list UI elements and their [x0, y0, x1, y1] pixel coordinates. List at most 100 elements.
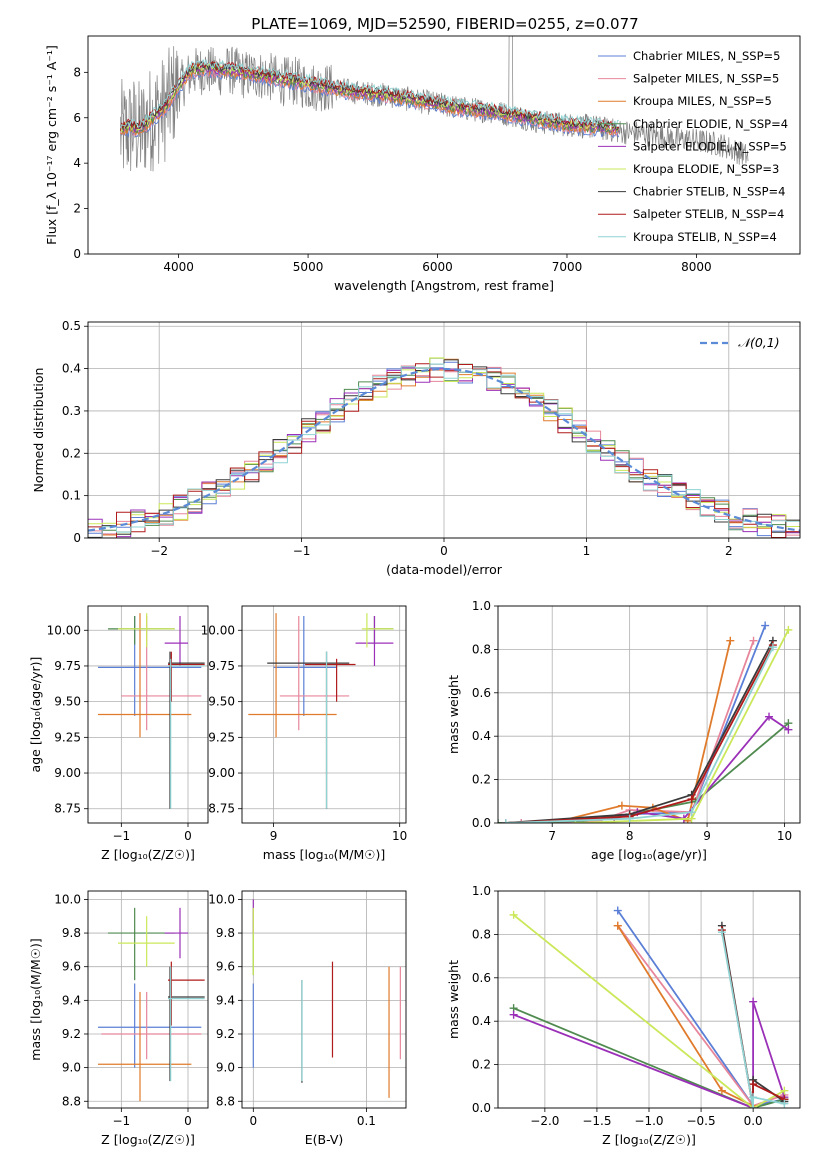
- figure-title: PLATE=1069, MJD=52590, FIBERID=0255, z=0…: [251, 15, 638, 33]
- y-tick-label: 10.0: [208, 892, 235, 906]
- y-tick-label: 0: [73, 247, 81, 261]
- mass_vs_Z-plot: [98, 907, 205, 1102]
- legend-label: Kroupa MILES, N_SSP=5: [633, 94, 772, 108]
- y-tick-label: 0.6: [472, 686, 491, 700]
- y-tick-label: 9.4: [62, 993, 81, 1007]
- error-bar-point: [98, 613, 192, 738]
- y-tick-label: 0.6: [472, 971, 491, 985]
- error-bar-point: [305, 658, 356, 702]
- x-axis-label: (data-model)/error: [386, 562, 503, 577]
- y-axis-label: mass weight: [446, 675, 461, 754]
- weight-line: [498, 722, 789, 823]
- y-axis-label: mass weight: [446, 960, 461, 1039]
- weight-marker: [687, 808, 696, 817]
- x-axis-label: Z [log₁₀(Z/Z☉)]: [101, 1132, 195, 1147]
- y-tick-label: 9.4: [216, 993, 235, 1007]
- y-tick-label: 9.25: [54, 730, 81, 744]
- x-tick-label: 7000: [552, 260, 583, 274]
- x-tick-label: 8000: [681, 260, 712, 274]
- y-tick-label: 9.0: [216, 1061, 235, 1075]
- error-bar-point: [168, 651, 205, 809]
- error-bar-point: [121, 615, 202, 731]
- age_vs_mass-frame: [241, 605, 407, 824]
- weight-marker: [726, 636, 735, 645]
- x-tick-label: 9: [270, 829, 278, 843]
- legend-label: Salpeter MILES, N_SSP=5: [633, 72, 779, 86]
- error-bar-point: [101, 991, 202, 1060]
- histogram-step: [88, 359, 800, 538]
- weight-line: [575, 629, 790, 823]
- spectrum-axes: 4000 5000 6000 7000 8000 0 2 4 6 8 wavelength [Ang…: [44, 45, 712, 293]
- error-bar-point: [168, 966, 205, 1082]
- weight-marker: [625, 814, 634, 823]
- y-tick-label: 10.0: [54, 892, 81, 906]
- y-tick-label: 9.8: [62, 926, 81, 940]
- x-tick-label: −1.5: [582, 1114, 611, 1128]
- y-tick-label: 1.0: [472, 884, 491, 898]
- spectrum-legend: Chabrier MILES, N_SSP=5 Salpeter MILES, N…: [598, 49, 788, 244]
- x-axis-label: age [log₁₀(age/yr)]: [591, 847, 707, 862]
- legend-label: Chabrier MILES, N_SSP=5: [633, 49, 780, 63]
- mass_vs_ebv-frame: [241, 890, 407, 1109]
- weight-line: [505, 640, 774, 823]
- y-tick-label: 2: [73, 202, 81, 216]
- weight-line: [505, 644, 774, 823]
- age_vs_Z-axes: −1 0 8.75 9.00 9.25 9.50 9.75 10.00 Z [log₁₀(Z/Z…: [28, 606, 208, 862]
- y-tick-label: 0.5: [62, 319, 81, 333]
- error-bar-point: [164, 615, 188, 666]
- weight-marker: [501, 819, 510, 823]
- x-tick-label: 9: [703, 829, 711, 843]
- legend-label: Salpeter STELIB, N_SSP=4: [633, 207, 784, 221]
- legend-label: Kroupa STELIB, N_SSP=4: [633, 230, 777, 244]
- error-bar-point: [98, 983, 202, 1068]
- mass_vs_Z-frame: [87, 890, 209, 1109]
- y-tick-label: 0.1: [62, 489, 81, 503]
- weight-line: [513, 1001, 786, 1108]
- y-tick-label: 0.0: [472, 816, 491, 830]
- age_vs_mass-axes: 9 10 8.75 9.00 9.25 9.50 9.75 10.00 mass [log₁₀(…: [201, 606, 407, 862]
- weight-marker: [749, 1093, 758, 1102]
- x-tick-label: 5000: [293, 260, 324, 274]
- y-tick-label: 0.8: [472, 642, 491, 656]
- weight_vs_Z-plot: [509, 906, 789, 1108]
- y-tick-label: 9.25: [208, 730, 235, 744]
- y-tick-label: 0.8: [472, 927, 491, 941]
- x-axis-label: E(B-V): [305, 1132, 344, 1147]
- legend-label: Chabrier STELIB, N_SSP=4: [633, 185, 785, 199]
- histogram-step: [88, 363, 800, 538]
- error-bar-point: [108, 907, 175, 981]
- error-bar-point: [168, 658, 205, 809]
- model-spectrum-line: [119, 59, 619, 129]
- weight-marker: [780, 1099, 789, 1108]
- y-tick-label: 1.0: [472, 599, 491, 613]
- x-tick-label: 10: [777, 829, 792, 843]
- x-axis-label: Z [log₁₀(Z/Z☉)]: [602, 1132, 696, 1147]
- error-bar-point: [118, 916, 175, 967]
- weight-marker: [749, 1104, 758, 1108]
- y-tick-label: 9.2: [216, 1027, 235, 1041]
- error-bar-point: [168, 651, 205, 702]
- weight_vs_Z-axes: −2.0 −1.5 −1.0 −0.5 0.0 0.0 0.2 0.4 0.6 0.8 1.0 Z […: [446, 884, 800, 1147]
- weight-marker: [749, 1080, 758, 1089]
- error-bar-point: [98, 991, 192, 1102]
- x-tick-label: −1.0: [634, 1114, 663, 1128]
- y-tick-label: 9.50: [208, 695, 235, 709]
- age_vs_mass-plot: [248, 613, 394, 809]
- x-tick-label: 0: [184, 1114, 192, 1128]
- y-tick-label: 0.4: [472, 729, 491, 743]
- y-tick-label: 0.4: [62, 362, 81, 376]
- weight_vs_age-plot: [498, 621, 793, 823]
- error-bar-point: [164, 907, 188, 959]
- x-tick-label: −2: [150, 544, 168, 558]
- y-axis-label: Flux [f_λ 10⁻¹⁷ erg cm⁻² s⁻¹ A⁻¹]: [44, 45, 59, 245]
- x-tick-label: −1: [293, 544, 311, 558]
- y-tick-label: 8.8: [62, 1094, 81, 1108]
- error-bar-point: [361, 613, 394, 648]
- y-tick-label: 9.75: [208, 659, 235, 673]
- x-tick-label: 8: [626, 829, 634, 843]
- error-bar-point: [118, 613, 175, 648]
- x-tick-label: 0.0: [744, 1114, 763, 1128]
- y-tick-label: 9.00: [54, 766, 81, 780]
- weight-series: [501, 643, 777, 823]
